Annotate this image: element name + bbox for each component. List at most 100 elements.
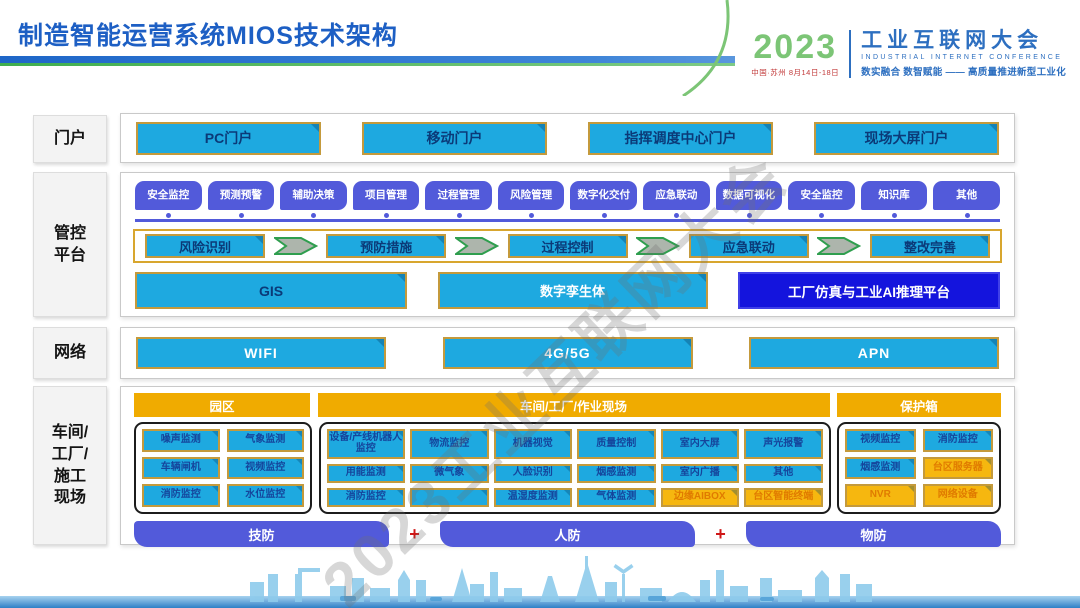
- sensor-cell: 温湿度监测: [493, 487, 572, 507]
- flow-step-prevention: 预防措施: [326, 234, 447, 258]
- site-row: 园区 车间/工厂/作业现场 保护箱 噪声监测 气象监测 车辆闸机 视频监控 消防…: [120, 386, 1015, 547]
- logo-divider: [849, 30, 852, 78]
- defense-box-physical: 物防: [745, 521, 1001, 547]
- logo-name: 工业互联网大会: [861, 29, 1044, 53]
- sensor-cell-terminal: 台区智能终端: [744, 487, 823, 507]
- base-ai-platform-box: 工厂仿真与工业AI推理平台: [738, 272, 1000, 309]
- sensor-cell-nvr: NVR: [845, 484, 916, 507]
- platform-tag: 过程管理: [425, 181, 492, 218]
- network-box-wifi: WIFI: [136, 337, 386, 369]
- platform-tag: 风险管理: [497, 181, 565, 218]
- network-row: WIFI 4G/5G APN: [120, 327, 1015, 379]
- sensor-cell-server: 台区服务器: [922, 456, 993, 480]
- platform-tag: 安全监控: [135, 181, 202, 218]
- flow-step-rectify: 整改完善: [870, 234, 990, 258]
- platform-base-services: GIS 数字孪生体 工厂仿真与工业AI推理平台: [135, 272, 1000, 309]
- sensor-cell: 其他: [744, 463, 823, 483]
- logo-tagline: 数实融合 数智赋能 —— 高质量推进新型工业化: [861, 66, 1066, 78]
- platform-tag: 辅助决策: [280, 181, 347, 218]
- platform-tag: 数字化交付: [570, 181, 638, 218]
- sensor-cell: 机器视觉: [493, 429, 572, 459]
- park-sensor-group: 噪声监测 气象监测 车辆闸机 视频监控 消防监控 水位监控: [134, 422, 312, 514]
- base-gis-box: GIS: [135, 272, 407, 309]
- plus-sign: +: [715, 523, 726, 544]
- base-digital-twin-box: 数字孪生体: [437, 272, 708, 309]
- portal-box-big-screen: 现场大屏门户: [814, 121, 999, 155]
- sensor-cell: 质量控制: [577, 429, 656, 459]
- logo-year-block: 2023 中国·苏州 8月14日-18日: [751, 30, 839, 78]
- flow-step-process-control: 过程控制: [507, 234, 628, 258]
- logo-year: 2023: [753, 28, 838, 66]
- sensor-cell: 视频监控: [226, 456, 304, 480]
- sensor-cell: 室内大屏: [660, 429, 739, 459]
- logo-name-block: 工业互联网大会 INDUSTRIAL INTERNET CONFERENCE 数…: [861, 29, 1066, 78]
- sensor-cell: 烟感监测: [577, 463, 656, 483]
- defense-row: 技防 + 人防 + 物防: [134, 521, 1001, 547]
- platform-tag: 项目管理: [352, 181, 420, 218]
- defense-box-human: 人防: [439, 521, 695, 547]
- network-box-apn: APN: [749, 337, 999, 369]
- sensor-cell: 车辆闸机: [142, 456, 220, 480]
- logo-venue-date: 中国·苏州 8月14日-18日: [751, 68, 840, 77]
- platform-tag: 安全监控: [788, 181, 855, 218]
- city-skyline-graphic: [250, 556, 872, 602]
- site-header-protection-box: 保护箱: [837, 393, 1001, 417]
- sensor-cell: 消防监控: [142, 484, 220, 507]
- sensor-cell: 消防监控: [922, 429, 993, 452]
- plus-sign: +: [409, 523, 420, 544]
- portal-box-pc: PC门户: [136, 121, 321, 155]
- defense-box-technical: 技防: [134, 521, 389, 547]
- sensor-cell: 人脸识别: [493, 463, 572, 483]
- green-swoosh-icon: [682, 0, 730, 96]
- flow-arrow-icon: [273, 236, 318, 256]
- site-sensor-groups: 噪声监测 气象监测 车辆闸机 视频监控 消防监控 水位监控 设备/产线机器人监控…: [134, 422, 1001, 514]
- platform-tag: 预测预警: [207, 181, 275, 218]
- flow-arrow-icon: [454, 236, 499, 256]
- platform-tags-connector-line: [135, 219, 1000, 222]
- platform-tag: 数据可视化: [715, 181, 783, 218]
- sensor-cell: 水位监控: [226, 484, 304, 507]
- site-headers: 园区 车间/工厂/作业现场 保护箱: [134, 393, 1001, 417]
- sensor-cell-network-device: 网络设备: [922, 484, 993, 507]
- green-accent-line: [0, 63, 1080, 66]
- platform-row: 安全监控 预测预警 辅助决策 项目管理 过程管理 风险管理 数字化交付 应急联动…: [120, 172, 1015, 317]
- platform-tag: 知识库: [860, 181, 928, 218]
- sensor-cell-empty: [410, 487, 489, 507]
- flow-step-risk-identify: 风险识别: [145, 234, 265, 258]
- protection-box-group: 视频监控 消防监控 烟感监测 台区服务器 NVR 网络设备: [837, 422, 1001, 514]
- flow-arrow-icon: [636, 236, 681, 256]
- logo-name-en: INDUSTRIAL INTERNET CONFERENCE: [861, 53, 1063, 61]
- rail-label-platform: 管控 平台: [33, 172, 107, 317]
- rail-label-portal: 门户: [33, 115, 107, 163]
- rail-label-network: 网络: [33, 327, 107, 379]
- sensor-cell: 物流监控: [410, 429, 489, 459]
- page-title: 制造智能运营系统MIOS技术架构: [18, 22, 398, 50]
- portal-box-mobile: 移动门户: [362, 121, 547, 155]
- rail-label-site: 车间/ 工厂/ 施工 现场: [33, 386, 107, 545]
- network-box-4g5g: 4G/5G: [442, 337, 693, 369]
- platform-tag: 应急联动: [643, 181, 710, 218]
- site-header-park: 园区: [134, 393, 310, 417]
- sensor-cell: 气体监测: [577, 487, 656, 507]
- flow-arrow-icon: [817, 236, 862, 256]
- sensor-cell: 视频监控: [845, 429, 916, 452]
- platform-tag: 其他: [933, 181, 1000, 218]
- sensor-cell: 消防监控: [326, 487, 405, 507]
- flow-step-emergency: 应急联动: [688, 234, 809, 258]
- sensor-cell-edge-aibox: 边缘AIBOX: [660, 487, 739, 507]
- risk-process-flow: 风险识别 预防措施 过程控制 应急联动 整改完善: [133, 229, 1002, 263]
- platform-tags: 安全监控 预测预警 辅助决策 项目管理 过程管理 风险管理 数字化交付 应急联动…: [135, 181, 1000, 218]
- sensor-cell: 声光报警: [744, 429, 823, 459]
- sensor-cell: 室内广播: [660, 463, 739, 483]
- site-header-workshop: 车间/工厂/作业现场: [317, 393, 830, 417]
- sensor-cell: 微气象: [410, 463, 489, 483]
- title-underline-bar: [0, 56, 1080, 63]
- portal-row: PC门户 移动门户 指挥调度中心门户 现场大屏门户: [120, 113, 1015, 163]
- portal-box-command-center: 指挥调度中心门户: [588, 121, 773, 155]
- sensor-cell: 烟感监测: [845, 456, 916, 480]
- sensor-cell: 噪声监测: [142, 429, 220, 452]
- sensor-cell: 设备/产线机器人监控: [326, 429, 405, 459]
- conference-logo: 2023 中国·苏州 8月14日-18日 工业互联网大会 INDUSTRIAL …: [682, 0, 1080, 96]
- workshop-sensor-group: 设备/产线机器人监控 物流监控 机器视觉 质量控制 室内大屏 声光报警 用能监测…: [318, 422, 831, 514]
